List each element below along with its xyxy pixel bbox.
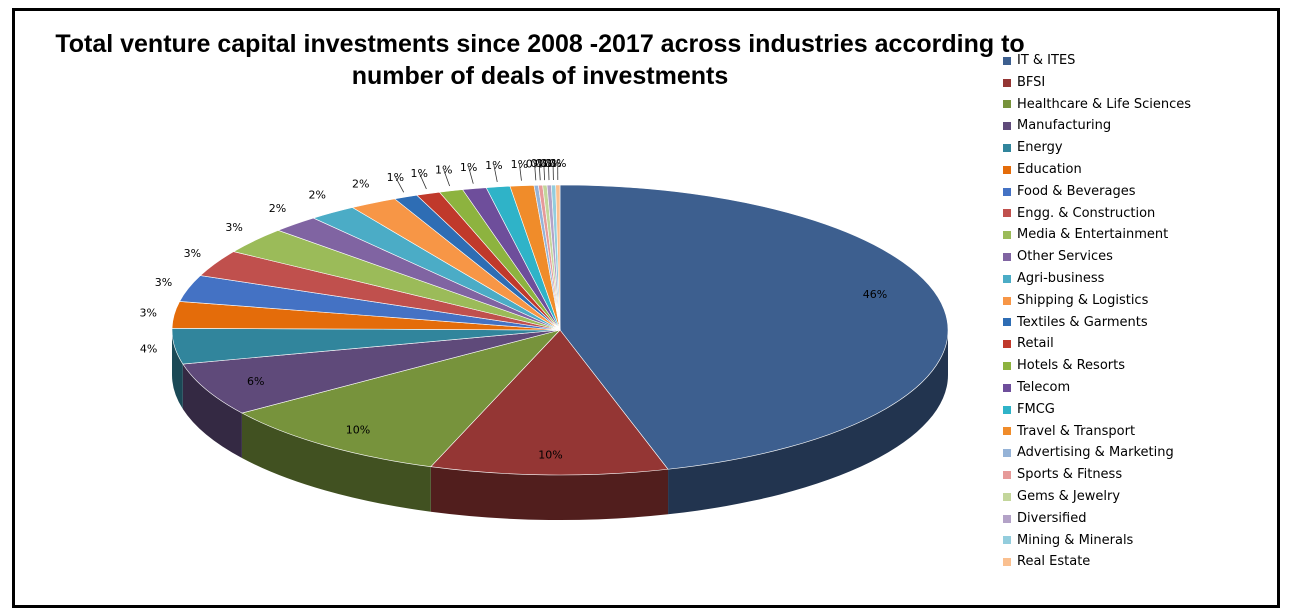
legend-swatch: [1003, 166, 1011, 174]
legend-item: Diversified: [1003, 508, 1191, 530]
legend-label: Mining & Minerals: [1017, 530, 1133, 552]
data-label-6: 3%: [140, 306, 157, 319]
data-label-24: 0%: [549, 157, 566, 170]
legend-item: Healthcare & Life Sciences: [1003, 94, 1191, 116]
legend-label: Real Estate: [1017, 551, 1090, 573]
legend-swatch: [1003, 209, 1011, 217]
legend-label: Engg. & Construction: [1017, 203, 1155, 225]
legend-swatch: [1003, 100, 1011, 108]
legend-swatch: [1003, 536, 1011, 544]
legend-swatch: [1003, 79, 1011, 87]
legend-item: Real Estate: [1003, 551, 1191, 573]
legend-item: Sports & Fitness: [1003, 464, 1191, 486]
legend-item: Education: [1003, 159, 1191, 181]
legend-swatch: [1003, 406, 1011, 414]
legend-item: Media & Entertainment: [1003, 224, 1191, 246]
data-label-12: 2%: [352, 178, 369, 191]
legend-label: BFSI: [1017, 72, 1045, 94]
legend-label: Travel & Transport: [1017, 421, 1135, 443]
legend-item: Manufacturing: [1003, 115, 1191, 137]
legend-label: Sports & Fitness: [1017, 464, 1122, 486]
legend-swatch: [1003, 275, 1011, 283]
legend-label: Manufacturing: [1017, 115, 1111, 137]
data-label-5: 4%: [140, 343, 157, 356]
legend-label: IT & ITES: [1017, 50, 1075, 72]
legend-swatch: [1003, 340, 1011, 348]
legend-label: Retail: [1017, 333, 1054, 355]
legend-label: Gems & Jewelry: [1017, 486, 1120, 508]
legend-swatch: [1003, 297, 1011, 305]
legend-swatch: [1003, 362, 1011, 370]
data-label-9: 3%: [225, 221, 242, 234]
data-label-3: 10%: [346, 423, 370, 436]
legend-item: Engg. & Construction: [1003, 203, 1191, 225]
legend-item: Gems & Jewelry: [1003, 486, 1191, 508]
data-label-10: 2%: [269, 202, 286, 215]
legend-label: FMCG: [1017, 399, 1055, 421]
legend-label: Advertising & Marketing: [1017, 442, 1174, 464]
legend-label: Hotels & Resorts: [1017, 355, 1125, 377]
legend-swatch: [1003, 449, 1011, 457]
data-label-17: 1%: [485, 159, 502, 172]
legend-swatch: [1003, 231, 1011, 239]
data-label-13: 1%: [387, 171, 404, 184]
legend-item: Shipping & Logistics: [1003, 290, 1191, 312]
legend-swatch: [1003, 188, 1011, 196]
data-label-8: 3%: [184, 247, 201, 260]
legend-label: Telecom: [1017, 377, 1070, 399]
legend-item: Telecom: [1003, 377, 1191, 399]
legend-item: FMCG: [1003, 399, 1191, 421]
legend-item: Energy: [1003, 137, 1191, 159]
legend-label: Media & Entertainment: [1017, 224, 1168, 246]
data-label-15: 1%: [435, 164, 452, 177]
legend-swatch: [1003, 318, 1011, 326]
legend-swatch: [1003, 471, 1011, 479]
legend-swatch: [1003, 253, 1011, 261]
legend-item: Other Services: [1003, 246, 1191, 268]
legend-item: Hotels & Resorts: [1003, 355, 1191, 377]
legend-swatch: [1003, 144, 1011, 152]
data-label-1: 46%: [863, 288, 887, 301]
legend-label: Textiles & Garments: [1017, 312, 1148, 334]
legend-item: Food & Beverages: [1003, 181, 1191, 203]
legend-item: Travel & Transport: [1003, 421, 1191, 443]
legend-item: BFSI: [1003, 72, 1191, 94]
pie-slices: [172, 185, 948, 475]
legend-item: IT & ITES: [1003, 50, 1191, 72]
data-label-4: 6%: [247, 375, 264, 388]
data-label-11: 2%: [309, 189, 326, 202]
legend-label: Shipping & Logistics: [1017, 290, 1148, 312]
legend-swatch: [1003, 57, 1011, 65]
legend-label: Energy: [1017, 137, 1063, 159]
legend-label: Healthcare & Life Sciences: [1017, 94, 1191, 116]
legend-label: Education: [1017, 159, 1082, 181]
legend-label: Food & Beverages: [1017, 181, 1136, 203]
legend-label: Other Services: [1017, 246, 1113, 268]
legend-item: Advertising & Marketing: [1003, 442, 1191, 464]
legend-swatch: [1003, 558, 1011, 566]
legend-label: Diversified: [1017, 508, 1086, 530]
legend-swatch: [1003, 384, 1011, 392]
data-label-2: 10%: [538, 449, 562, 462]
legend-swatch: [1003, 493, 1011, 501]
legend-swatch: [1003, 427, 1011, 435]
legend-item: Textiles & Garments: [1003, 312, 1191, 334]
legend-item: Mining & Minerals: [1003, 530, 1191, 552]
legend-item: Agri-business: [1003, 268, 1191, 290]
data-label-14: 1%: [411, 167, 428, 180]
data-label-16: 1%: [460, 161, 477, 174]
legend-swatch: [1003, 515, 1011, 523]
data-label-7: 3%: [155, 276, 172, 289]
legend-item: Retail: [1003, 333, 1191, 355]
legend-label: Agri-business: [1017, 268, 1104, 290]
legend-swatch: [1003, 122, 1011, 130]
